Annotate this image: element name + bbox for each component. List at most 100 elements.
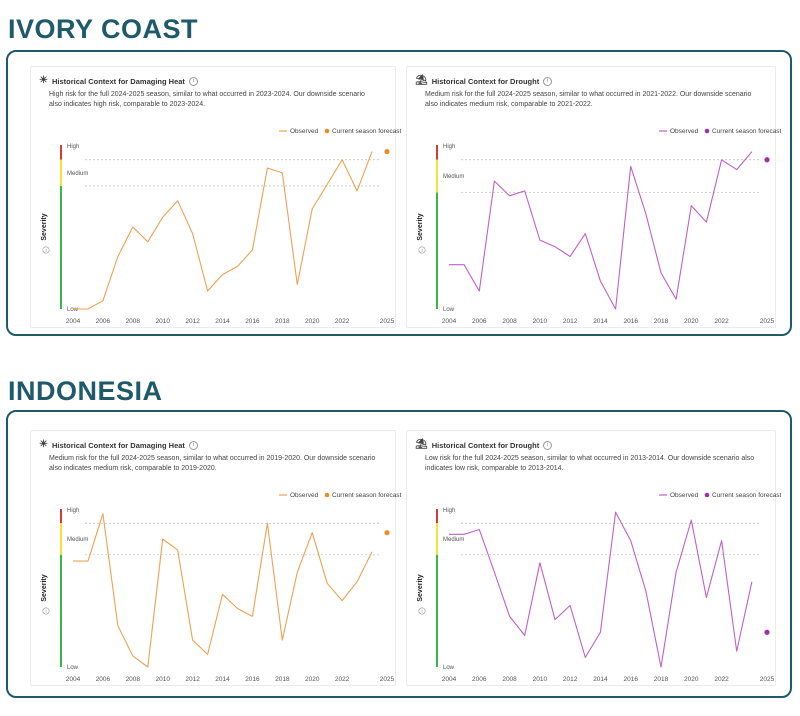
x-tick-label: 2006 (472, 676, 487, 683)
info-icon: i (421, 248, 422, 254)
info-icon[interactable]: i (543, 76, 553, 86)
card-indonesia-drought: ⛱ Historical Context for Drought i Low r… (406, 430, 782, 686)
severity-bar-medium (60, 159, 62, 186)
card-title: ⛱ Historical Context for Drought i (415, 76, 553, 86)
x-tick-label: 2004 (66, 676, 81, 683)
card-description: Medium risk for the full 2024-2025 seaso… (49, 455, 376, 472)
legend-forecast-label: Current season forecast (332, 492, 402, 499)
x-tick-label: 2020 (684, 318, 699, 325)
x-tick-label: 2016 (245, 318, 260, 325)
card-title: ⛱ Historical Context for Drought i (415, 439, 553, 450)
severity-bar-high (60, 509, 62, 524)
y-level-label: High (443, 508, 455, 514)
section-ivory-coast: ☀ Historical Context for Damaging Heat i… (6, 50, 792, 336)
y-axis-label: Severity (41, 213, 48, 240)
legend-observed-label: Observed (290, 492, 319, 499)
x-tick-label: 2022 (335, 676, 350, 683)
drought-icon: ⛱ (415, 439, 428, 450)
x-tick-label: 2022 (714, 676, 729, 683)
card-indonesia-heat: ☀ Historical Context for Damaging Heat i… (30, 430, 402, 686)
severity-bar-medium (436, 159, 438, 193)
y-level-label: High (67, 508, 79, 514)
y-level-label: Medium (443, 174, 464, 180)
x-tick-label: 2016 (245, 676, 260, 683)
legend-forecast-swatch (704, 492, 710, 498)
x-tick-label: 2025 (380, 676, 395, 683)
y-level-label: High (443, 144, 455, 150)
x-tick-label: 2018 (654, 318, 669, 325)
x-tick-label: 2008 (126, 318, 141, 325)
card-description: High risk for the full 2024-2025 season,… (49, 91, 365, 108)
x-tick-label: 2008 (126, 676, 141, 683)
x-tick-label: 2012 (563, 318, 578, 325)
severity-bar-low (60, 554, 62, 667)
legend-forecast-swatch (324, 128, 330, 134)
series-line-observed (449, 511, 753, 668)
y-level-label: Low (67, 307, 79, 313)
severity-bar-low (436, 192, 438, 309)
y-level-label: Medium (443, 537, 464, 543)
x-tick-label: 2006 (96, 318, 111, 325)
sun-icon: ☀ (39, 75, 48, 86)
x-tick-label: 2010 (533, 676, 548, 683)
x-tick-label: 2014 (593, 318, 608, 325)
info-icon[interactable]: i (543, 440, 553, 450)
info-icon (418, 607, 426, 615)
legend-observed-label: Observed (670, 492, 699, 499)
info-icon: i (45, 609, 46, 615)
card-ivory-coast-heat: ☀ Historical Context for Damaging Heat i… (30, 66, 402, 328)
severity-bar-high (60, 145, 62, 160)
section-indonesia: ☀ Historical Context for Damaging Heat i… (6, 410, 792, 698)
x-tick-label: 2012 (185, 318, 200, 325)
legend-forecast-label: Current season forecast (332, 128, 402, 135)
chart-indonesia-drought: High Medium Low Severity i Observed Current se… (417, 492, 782, 683)
x-tick-label: 2018 (275, 318, 290, 325)
legend-observed-label: Observed (290, 128, 319, 135)
info-icon: i (421, 609, 422, 615)
x-tick-label: 2006 (96, 676, 111, 683)
card-title-text: Historical Context for Damaging Heat (51, 76, 185, 86)
forecast-point (384, 530, 390, 536)
info-icon[interactable]: i (188, 440, 198, 450)
x-tick-label: 2025 (760, 318, 775, 325)
x-tick-label: 2008 (502, 676, 517, 683)
severity-bar-low (436, 554, 438, 667)
x-tick-label: 2020 (684, 676, 699, 683)
x-tick-label: 2008 (502, 318, 517, 325)
y-level-label: Low (443, 307, 455, 313)
info-icon (42, 246, 50, 254)
x-tick-label: 2004 (66, 318, 81, 325)
x-tick-label: 2016 (623, 318, 638, 325)
section-title-indonesia: INDONESIA (8, 376, 163, 406)
x-tick-label: 2010 (155, 676, 170, 683)
legend-observed-label: Observed (670, 128, 699, 135)
x-tick-label: 2012 (185, 676, 200, 683)
info-icon: i (45, 248, 46, 254)
x-tick-label: 2020 (305, 676, 320, 683)
y-level-label: Medium (67, 537, 88, 543)
card-ivory-coast-drought: ⛱ Historical Context for Drought i Mediu… (406, 66, 782, 328)
info-icon (42, 607, 50, 615)
x-tick-label: 2010 (155, 318, 170, 325)
card-description: Low risk for the full 2024-2025 season, … (425, 455, 755, 472)
legend-forecast-label: Current season forecast (712, 492, 782, 499)
info-icon[interactable]: i (188, 76, 198, 86)
info-icon (418, 246, 426, 254)
card-title: ☀ Historical Context for Damaging Heat i (39, 76, 198, 86)
severity-bar-medium (436, 523, 438, 555)
severity-bar-medium (60, 523, 62, 555)
y-level-label: Low (443, 665, 455, 671)
x-tick-label: 2014 (215, 318, 230, 325)
x-tick-label: 2010 (533, 318, 548, 325)
x-tick-label: 2018 (654, 676, 669, 683)
y-level-label: Low (67, 665, 79, 671)
chart-ivory-coast-heat: High Medium Low Severity i Observed Current se… (41, 128, 402, 325)
series-line-observed (73, 151, 373, 310)
x-tick-label: 2004 (442, 318, 457, 325)
series-line-observed (73, 513, 373, 668)
x-tick-label: 2012 (563, 676, 578, 683)
legend-forecast-swatch (324, 492, 330, 498)
sun-icon: ☀ (39, 439, 48, 450)
card-title-text: Historical Context for Drought (431, 440, 540, 450)
severity-bar-high (436, 145, 438, 160)
